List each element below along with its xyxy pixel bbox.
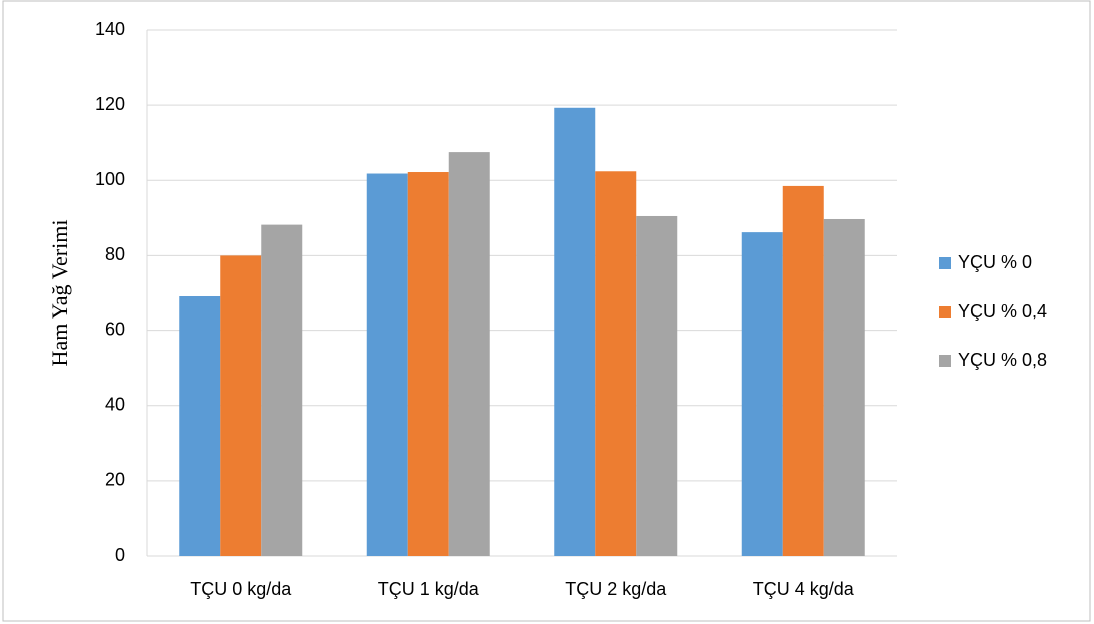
y-tick-label: 0	[115, 545, 125, 565]
y-tick-label: 20	[105, 470, 125, 490]
y-tick-label: 140	[95, 19, 125, 39]
y-tick-label: 40	[105, 394, 125, 414]
bar	[595, 171, 637, 557]
bar	[554, 107, 596, 556]
x-tick-label: TÇU 2 kg/da	[565, 579, 667, 599]
y-tick-label: 120	[95, 94, 125, 114]
y-tick-label: 60	[105, 319, 125, 339]
bar	[448, 152, 490, 556]
bar	[407, 172, 449, 556]
legend-label: YÇU % 0,8	[958, 350, 1047, 370]
legend-label: YÇU % 0,4	[958, 301, 1047, 321]
legend-swatch	[939, 257, 951, 269]
bar	[741, 232, 783, 557]
legend-swatch	[939, 355, 951, 367]
legend-label: YÇU % 0	[958, 252, 1032, 272]
x-tick-label: TÇU 4 kg/da	[753, 579, 855, 599]
bar	[261, 224, 303, 556]
x-tick-label: TÇU 0 kg/da	[190, 579, 292, 599]
y-axis-label: Ham Yağ Verimi	[47, 220, 72, 367]
bar	[366, 173, 408, 556]
legend-swatch	[939, 306, 951, 318]
x-tick-label: TÇU 1 kg/da	[378, 579, 480, 599]
y-tick-label: 100	[95, 169, 125, 189]
bar	[179, 296, 221, 556]
bar	[636, 215, 678, 556]
bar	[823, 218, 865, 556]
y-tick-label: 80	[105, 244, 125, 264]
bar	[220, 255, 262, 556]
bar	[782, 185, 824, 556]
